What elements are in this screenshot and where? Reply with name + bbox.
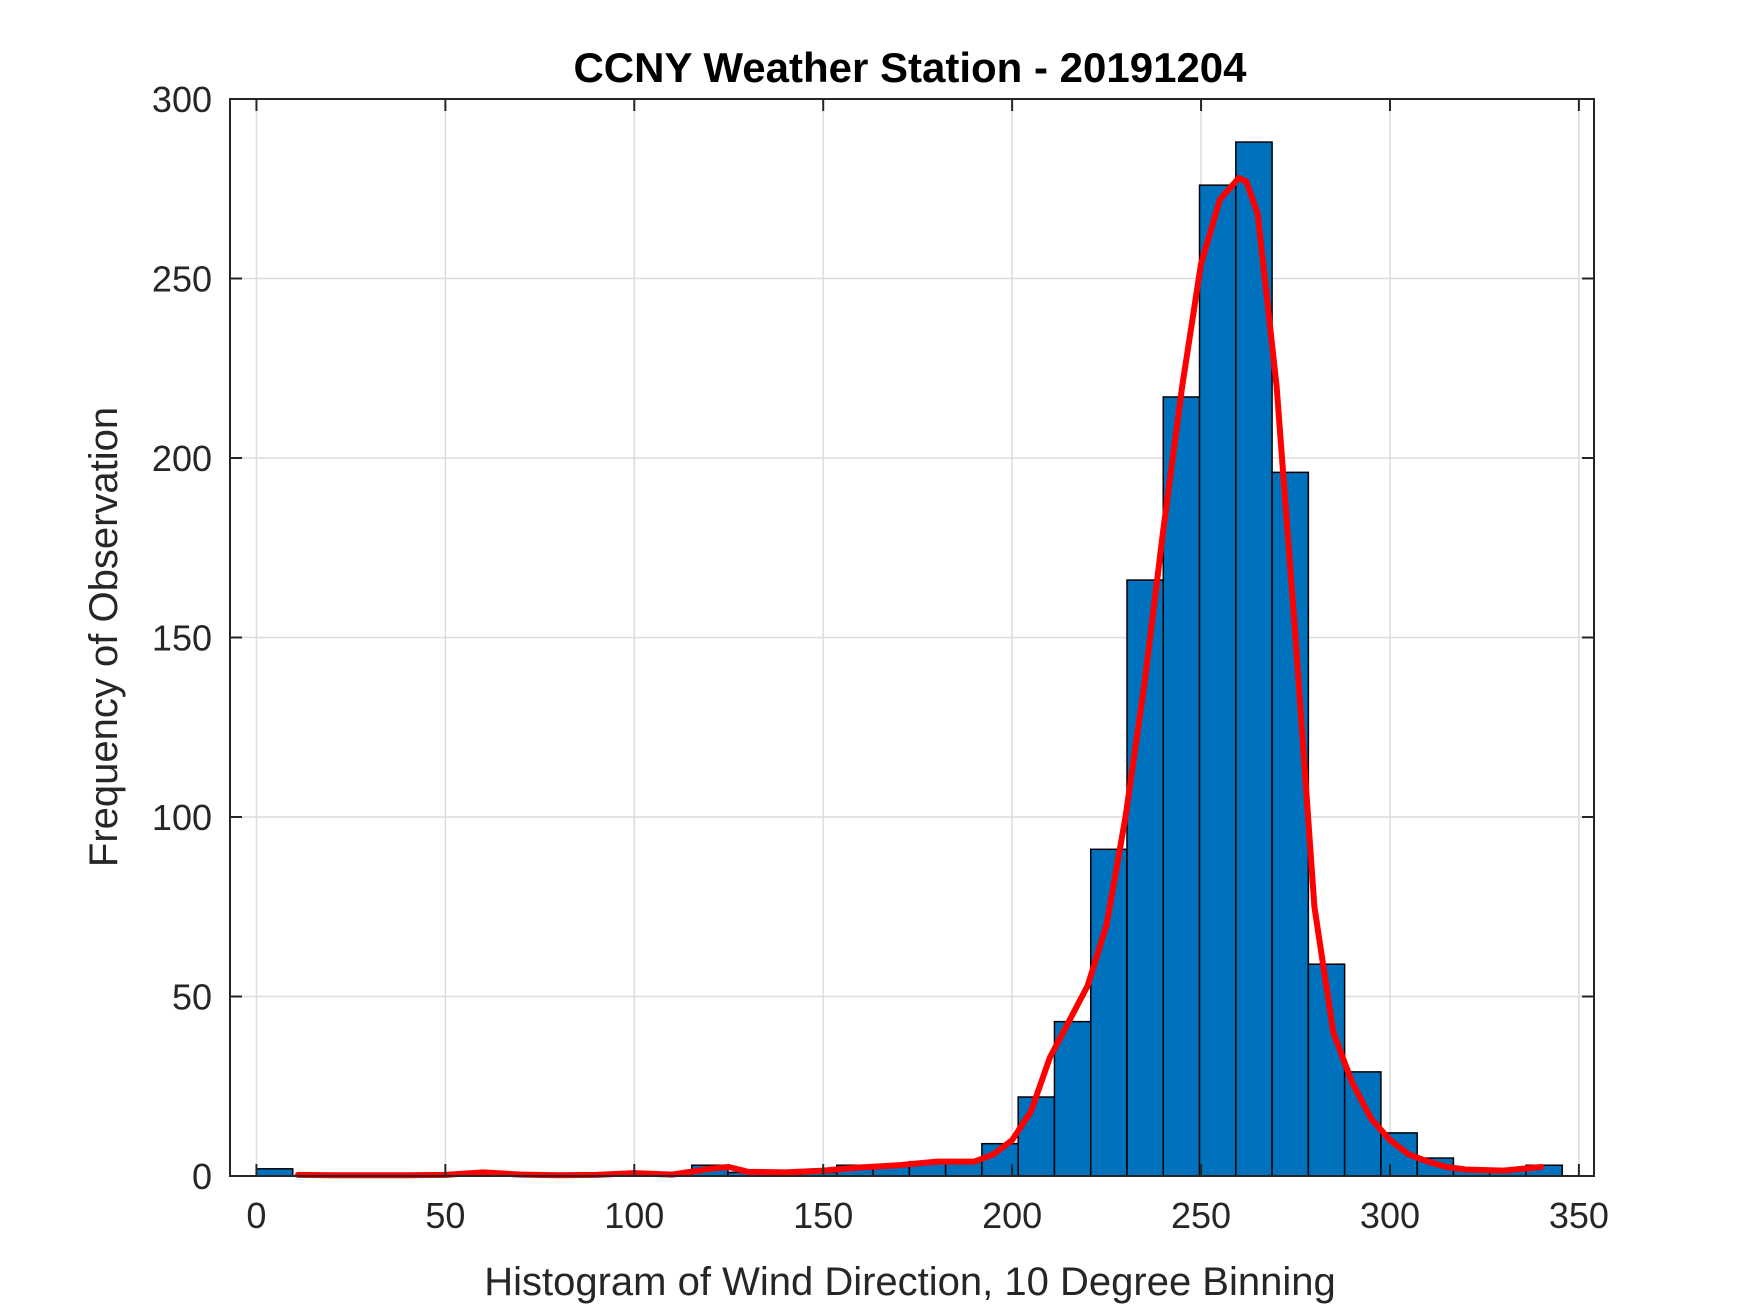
x-tick-label: 200 <box>982 1195 1042 1236</box>
y-tick-label: 300 <box>152 79 212 120</box>
histogram-bar <box>1198 184 1237 1177</box>
x-tick-label: 100 <box>604 1195 664 1236</box>
fit-curve <box>295 175 1545 1179</box>
y-tick-label: 0 <box>192 1156 212 1197</box>
chart-title: CCNY Weather Station - 20191204 <box>573 44 1247 91</box>
y-tick-label: 150 <box>152 618 212 659</box>
histogram-bar <box>1162 396 1201 1177</box>
y-tick-label: 250 <box>152 259 212 300</box>
histogram-bar <box>1017 1096 1056 1177</box>
histogram-bar <box>1053 1020 1092 1177</box>
x-tick-label: 50 <box>425 1195 465 1236</box>
histogram-bar <box>255 1168 294 1177</box>
x-tick-label: 0 <box>246 1195 266 1236</box>
axis-ticks <box>230 98 1594 1177</box>
x-axis-label: Histogram of Wind Direction, 10 Degree B… <box>484 1260 1336 1304</box>
y-tick-labels: 0 50 100 150 200 250 300 <box>152 79 212 1197</box>
x-tick-label: 300 <box>1360 1195 1420 1236</box>
x-tick-label: 150 <box>793 1195 853 1236</box>
x-tick-label: 250 <box>1171 1195 1231 1236</box>
x-tick-label: 350 <box>1549 1195 1609 1236</box>
y-tick-label: 200 <box>152 438 212 479</box>
x-tick-labels: 0 50 100 150 200 250 300 350 <box>246 1195 1608 1236</box>
histogram-bar <box>1343 1071 1382 1177</box>
y-tick-label: 100 <box>152 797 212 838</box>
y-axis-label: Frequency of Observation <box>82 407 126 867</box>
y-tick-label: 50 <box>172 977 212 1018</box>
